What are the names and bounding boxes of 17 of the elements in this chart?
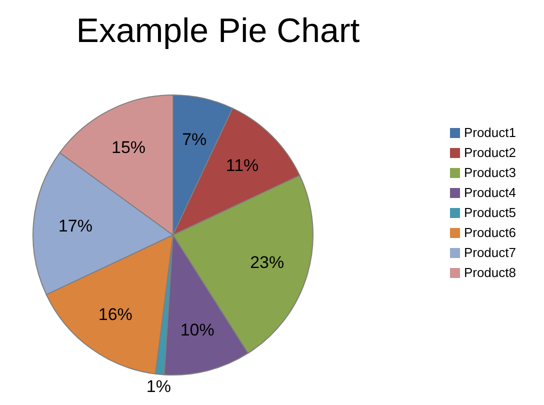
- data-label: 1%: [146, 376, 171, 396]
- legend-label: Product7: [464, 244, 516, 260]
- legend-label: Product6: [464, 224, 516, 240]
- data-label: 7%: [182, 130, 207, 149]
- data-label: 23%: [250, 252, 284, 272]
- data-label: 10%: [180, 320, 214, 340]
- data-label: 11%: [226, 156, 259, 176]
- data-label: 15%: [111, 138, 146, 158]
- data-label: 17%: [58, 216, 92, 236]
- legend-label: Product8: [464, 264, 516, 280]
- legend-label: Product3: [464, 164, 516, 180]
- legend-label: Product2: [464, 144, 516, 160]
- chart-title: Example Pie Chart: [75, 12, 361, 51]
- legend-label: Product1: [464, 124, 516, 140]
- data-label: 16%: [98, 304, 132, 324]
- legend-label: Product5: [464, 204, 516, 220]
- legend-label: Product4: [464, 184, 516, 200]
